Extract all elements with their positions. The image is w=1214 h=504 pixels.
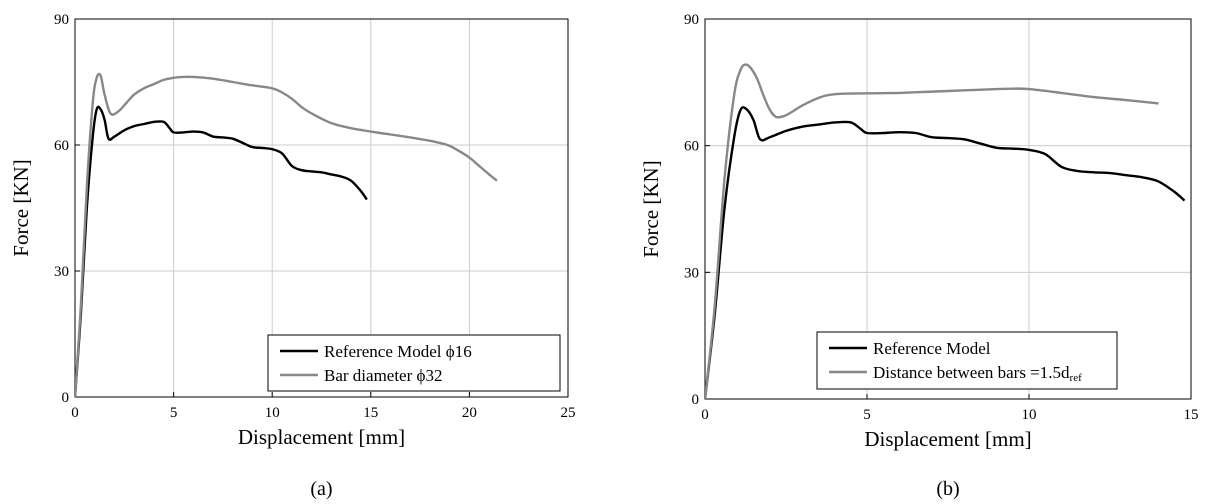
y-tick-label: 90 (684, 12, 699, 28)
plot-frame (74, 18, 569, 398)
series-group (75, 72, 498, 397)
x-tick-label: 25 (561, 405, 576, 421)
legend-label: Reference Model ϕ16 (324, 342, 472, 361)
chart-a: 0 5 10 15 20 25 0 30 60 90 Displacement [mm] Force … (9, 12, 576, 500)
chart-b: 0 5 10 15 0 30 60 90 Displacement [mm] Force [KN]… (639, 12, 1199, 500)
x-tick-label: 0 (71, 405, 79, 421)
series-line-reference (75, 105, 368, 397)
series-group (705, 63, 1186, 399)
y-tick-label: 60 (684, 139, 699, 155)
legend-label: Reference Model (873, 339, 991, 358)
legend: Reference Model ϕ16 Bar diameter ϕ32 (267, 334, 561, 392)
legend-label-subscript: ref (1070, 372, 1083, 384)
subfigure-caption: (a) (310, 478, 332, 500)
y-axis-title: Force [KN] (639, 160, 663, 257)
plot-frame (704, 18, 1192, 400)
legend: Reference Model Distance between bars =1.… (816, 331, 1118, 390)
y-tick-label: 30 (684, 265, 699, 281)
legend-label: Distance between bars =1.5dref (873, 363, 1082, 384)
legend-box (816, 331, 1118, 390)
x-tick-label: 15 (1184, 407, 1199, 423)
x-tick-label: 10 (1022, 407, 1037, 423)
y-tick-label: 0 (692, 392, 700, 408)
x-axis-title: Displacement [mm] (238, 425, 405, 449)
legend-box (267, 334, 561, 392)
x-tick-label: 5 (863, 407, 871, 423)
x-tick-label: 15 (363, 405, 378, 421)
y-tick-label: 90 (54, 12, 69, 28)
series-line-variant (75, 72, 498, 397)
y-tick-label: 30 (54, 264, 69, 280)
x-tick-label: 10 (265, 405, 280, 421)
x-axis-title: Displacement [mm] (864, 427, 1031, 451)
y-tick-label: 0 (62, 390, 70, 406)
y-axis-title: Force [KN] (9, 159, 33, 256)
series-line-variant (705, 63, 1159, 399)
x-tick-label: 0 (701, 407, 709, 423)
subfigure-caption: (b) (936, 478, 959, 500)
legend-label: Bar diameter ϕ32 (324, 366, 442, 385)
x-tick-label: 5 (170, 405, 178, 421)
y-tick-label: 60 (54, 138, 69, 154)
series-line-reference (705, 106, 1186, 399)
x-tick-label: 20 (462, 405, 477, 421)
